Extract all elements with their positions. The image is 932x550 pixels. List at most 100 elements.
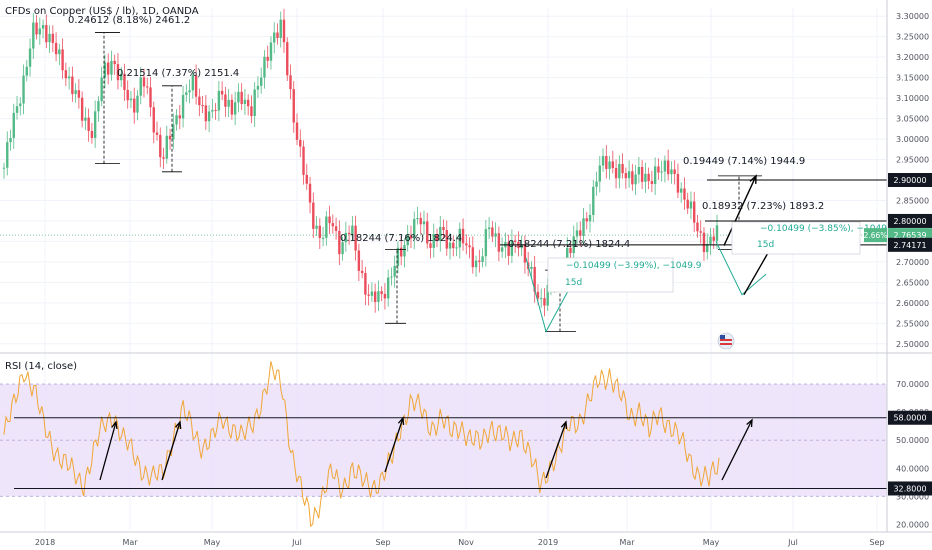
rsi-arrow <box>161 420 182 481</box>
candle <box>461 218 465 251</box>
candle-body <box>6 142 9 168</box>
candle-body <box>64 70 68 79</box>
candle <box>139 66 142 105</box>
candle <box>295 113 299 146</box>
price-tick-label: 3.20000 <box>896 53 929 62</box>
candle <box>585 211 588 230</box>
candle-body <box>458 228 461 248</box>
candle-body <box>585 218 588 222</box>
candle-body <box>315 225 318 229</box>
candle <box>579 221 582 247</box>
candle-body <box>637 166 641 175</box>
rsi-tick-label: 20.0000 <box>896 520 929 529</box>
candle <box>693 191 696 233</box>
time-tick-label: Sep <box>869 538 884 547</box>
time-tick-label: Mar <box>619 538 635 547</box>
time-tick-label: 2018 <box>35 538 55 547</box>
candle-body <box>84 117 87 121</box>
candle-body <box>653 166 657 184</box>
candle <box>185 84 188 102</box>
candle <box>191 70 195 99</box>
candle <box>696 215 699 238</box>
candle-body <box>696 222 699 232</box>
candle-body <box>198 96 201 106</box>
candle-body <box>12 112 15 138</box>
candle-body <box>263 56 266 78</box>
candle-body <box>465 243 468 246</box>
candle <box>364 266 367 306</box>
candle <box>198 88 201 117</box>
candle-body <box>159 134 162 158</box>
candle <box>38 17 42 45</box>
candle-body <box>569 247 572 254</box>
candle <box>325 210 328 246</box>
candle-body <box>67 76 71 79</box>
rsi-label: RSI (14, close) <box>5 361 77 372</box>
candle-body <box>663 160 667 172</box>
candle <box>273 22 276 54</box>
candle <box>67 66 71 90</box>
candle-body <box>276 32 279 39</box>
candle-body <box>676 173 680 193</box>
candle <box>240 83 243 111</box>
candle <box>71 66 74 102</box>
candle-body <box>191 75 195 91</box>
candles <box>2 8 719 317</box>
rsi-level-tag <box>888 410 932 425</box>
candle-body <box>45 25 48 43</box>
candle-body <box>344 232 348 243</box>
candle-body <box>250 106 253 117</box>
candle <box>302 140 305 185</box>
candle-body <box>54 42 58 55</box>
candle <box>28 38 32 77</box>
candle <box>442 219 445 240</box>
candle-body <box>605 156 608 169</box>
candle-body <box>273 32 276 43</box>
candle <box>93 100 97 148</box>
candle-body <box>647 173 650 182</box>
price-tick-label: 2.50000 <box>896 340 929 349</box>
candle <box>497 226 501 262</box>
candle-body <box>237 91 240 103</box>
candle-body <box>657 166 660 173</box>
candle-body <box>650 181 654 184</box>
candle-body <box>601 156 605 166</box>
flag-icon[interactable] <box>717 332 735 350</box>
candle-body <box>201 105 204 107</box>
candle-body <box>123 73 126 90</box>
candle-body <box>308 183 312 203</box>
candle-body <box>9 137 12 143</box>
candle <box>6 131 9 176</box>
candle <box>640 160 644 190</box>
candle <box>627 160 631 188</box>
candle <box>448 232 452 260</box>
measure-label: 15d <box>757 240 774 250</box>
candle-body <box>266 56 269 61</box>
price-tick-label: 2.85000 <box>896 196 929 205</box>
candle <box>133 87 136 124</box>
candle <box>670 161 673 184</box>
arrow-head <box>397 416 405 426</box>
candle-body <box>354 225 357 251</box>
candle <box>289 64 292 100</box>
candle-body <box>338 230 341 255</box>
measure-label: 0.18244 (7.16%) 1824.4 <box>340 233 462 244</box>
candle <box>679 182 683 203</box>
candle <box>491 221 494 242</box>
candle <box>165 125 168 164</box>
candle <box>113 54 116 75</box>
candle <box>357 243 361 282</box>
candle <box>471 236 475 274</box>
candle-body <box>25 66 28 76</box>
price-tick-label: 3.25000 <box>896 33 929 42</box>
candle <box>452 235 455 257</box>
candle <box>64 62 68 87</box>
candle-body <box>90 130 94 138</box>
candle <box>84 107 87 131</box>
measure-label: 0.19449 (7.14%) 1944.9 <box>683 156 805 167</box>
candle-body <box>666 160 670 175</box>
candle-body <box>185 92 188 96</box>
candle <box>533 255 536 303</box>
